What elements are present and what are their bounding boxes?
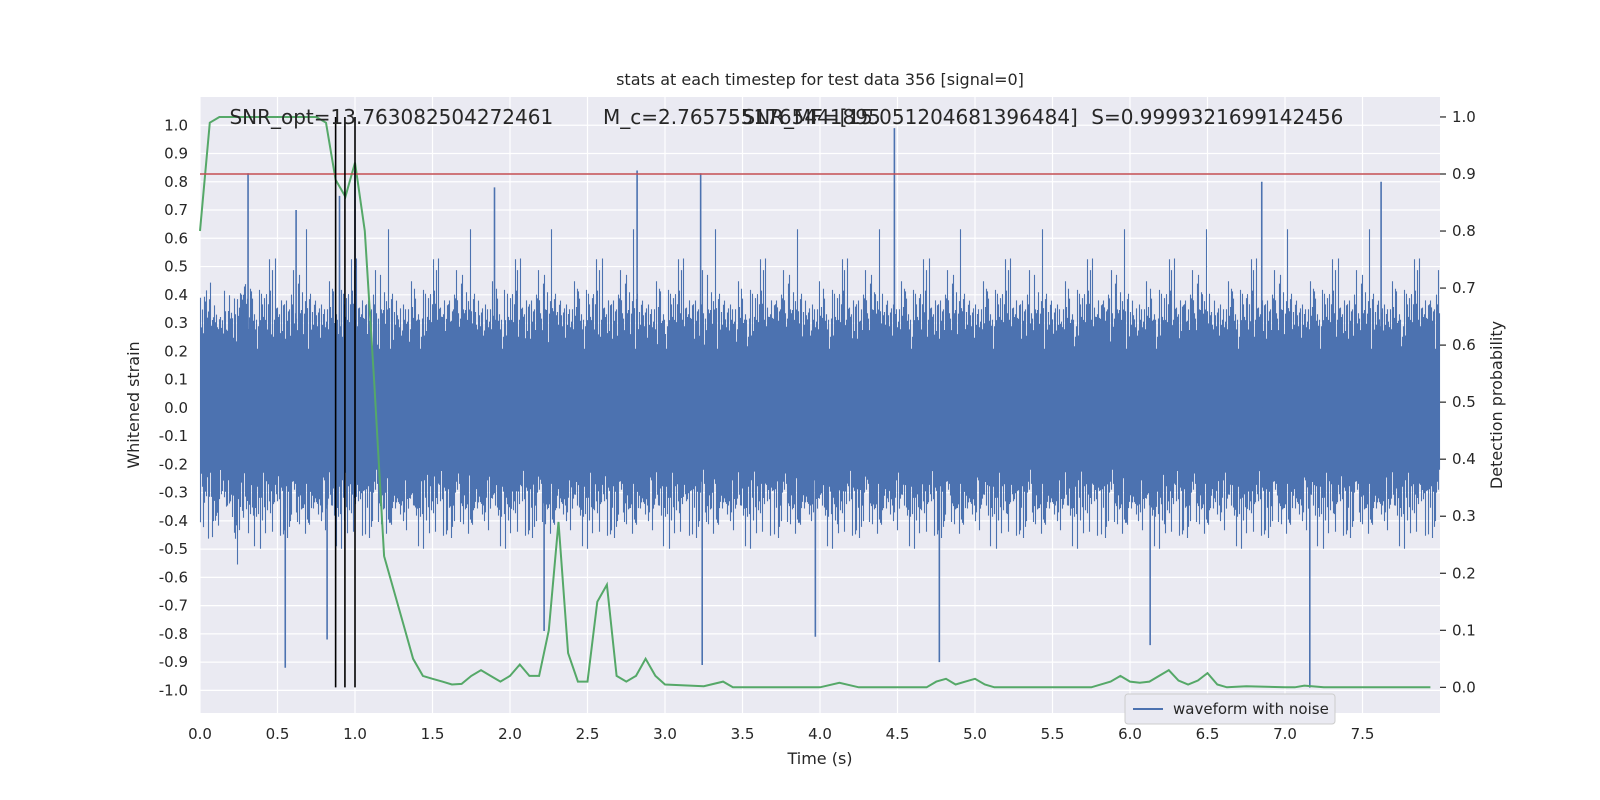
legend-box (1124, 693, 1336, 725)
y-tick-label: -1.0 (159, 681, 188, 699)
y-tick-label: 0.2 (164, 342, 188, 360)
legend: waveform with noise (1124, 693, 1336, 725)
x-tick-label: 3.0 (653, 725, 677, 743)
y-tick-label: 0.4 (164, 286, 188, 304)
x-tick-label: 6.5 (1196, 725, 1220, 743)
y-tick-label: -0.7 (159, 597, 188, 615)
series-waveform-with-noise (199, 128, 1441, 688)
y-tick-label: 0.3 (164, 314, 188, 332)
y-tick-label: 0.7 (164, 201, 188, 219)
y2-tick-label: 0.3 (1452, 507, 1476, 525)
y2-axis-label: Detection probability (1487, 321, 1506, 489)
y2-tick-label: 0.8 (1452, 222, 1476, 240)
x-tick-label: 7.5 (1351, 725, 1375, 743)
reference-lines (200, 116, 1440, 688)
x-tick-label: 0.5 (266, 725, 290, 743)
chart-title: stats at each timestep for test data 356… (616, 70, 1024, 89)
x-tick-label: 6.0 (1118, 725, 1142, 743)
y-tick-label: 0.1 (164, 371, 188, 389)
y-tick-label: 1.0 (164, 116, 188, 134)
y-tick-label: -0.5 (159, 540, 188, 558)
y-tick-label: -0.6 (159, 568, 188, 586)
y-axis-label: Whitened strain (124, 341, 143, 468)
stat-annotation: SNR_MF=[15.051204681396484] (743, 105, 1078, 129)
x-tick-label: 1.0 (343, 725, 367, 743)
y2-axis-ticks: 0.0 0.1 0.2 0.3 0.4 0.5 0.6 0.7 0.8 0.9 1.0 (1440, 108, 1476, 696)
x-tick-label: 2.5 (576, 725, 600, 743)
y2-tick-label: 0.9 (1452, 165, 1476, 183)
y-tick-label: 0.8 (164, 173, 188, 191)
y-tick-label: -0.2 (159, 455, 188, 473)
y2-tick-label: 0.6 (1452, 336, 1476, 354)
x-tick-label: 4.0 (808, 725, 832, 743)
x-tick-label: 5.5 (1041, 725, 1065, 743)
y2-tick-label: 0.7 (1452, 279, 1476, 297)
y2-tick-label: 0.4 (1452, 450, 1476, 468)
x-tick-label: 5.0 (963, 725, 987, 743)
y-tick-label: 0.9 (164, 145, 188, 163)
legend-entry-waveform: waveform with noise (1173, 700, 1329, 718)
y-tick-label: -0.3 (159, 484, 188, 502)
stat-annotation: S=0.9999321699142456 (1091, 105, 1343, 129)
y2-tick-label: 0.2 (1452, 564, 1476, 582)
y2-tick-label: 0.5 (1452, 393, 1476, 411)
x-tick-label: 7.0 (1273, 725, 1297, 743)
x-tick-label: 4.5 (886, 725, 910, 743)
y-tick-label: 0.5 (164, 258, 188, 276)
y-axis-ticks: -1.0 -0.9 -0.8 -0.7 -0.6 -0.5 -0.4 -0.3 -0.2 -0.1… (159, 116, 188, 699)
y-tick-label: -0.4 (159, 512, 188, 530)
annotations: SNR_opt=13.763082504272461 M_c=2.76575517… (229, 105, 1343, 129)
y-tick-label: -0.8 (159, 625, 188, 643)
x-axis-label: Time (s) (786, 749, 852, 768)
x-tick-label: 2.0 (498, 725, 522, 743)
x-tick-label: 3.5 (731, 725, 755, 743)
x-axis-ticks: 0.0 0.5 1.0 1.5 2.0 2.5 3.0 3.5 4.0 4.5 5.0 5.5 6.0 6… (188, 725, 1374, 743)
y2-tick-label: 0.0 (1452, 678, 1476, 696)
x-tick-label: 1.5 (421, 725, 445, 743)
y2-tick-label: 1.0 (1452, 108, 1476, 126)
y-tick-label: 0.6 (164, 229, 188, 247)
y-tick-label: -0.9 (159, 653, 188, 671)
x-tick-label: 0.0 (188, 725, 212, 743)
stat-annotation: M_c=2.7657551765441895 (603, 105, 881, 129)
stat-annotation: SNR_opt=13.763082504272461 (229, 105, 553, 129)
y-tick-label: -0.1 (159, 427, 188, 445)
waveform-trace (199, 229, 1441, 565)
y2-tick-label: 0.1 (1452, 621, 1476, 639)
y-tick-label: 0.0 (164, 399, 188, 417)
